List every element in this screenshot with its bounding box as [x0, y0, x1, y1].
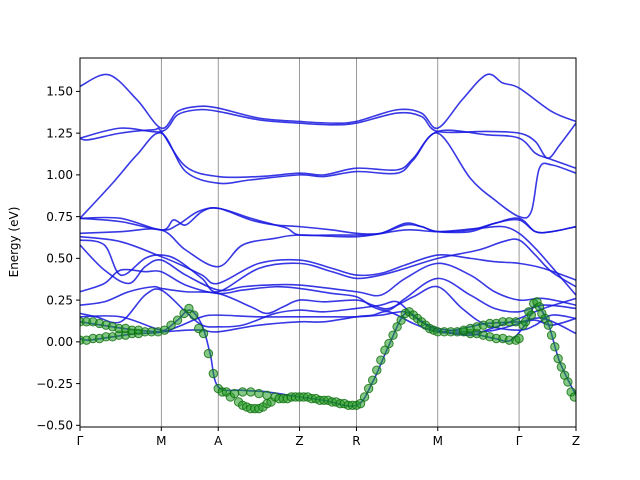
- x-tick-label-1: M: [156, 434, 166, 448]
- x-tick-label-7: Z: [572, 434, 580, 448]
- band-10: [80, 268, 576, 313]
- x-tick-label-5: M: [433, 434, 443, 448]
- band-6: [80, 225, 576, 296]
- high-symmetry-lines: [160, 58, 520, 427]
- projection-point-75: [368, 375, 378, 385]
- projection-point-125: [550, 342, 560, 352]
- projection-point-117: [526, 310, 536, 320]
- y-tick-label-3: 0.25: [46, 293, 73, 307]
- band-7: [80, 235, 576, 285]
- band-3: [80, 132, 576, 219]
- projection-point-127: [556, 362, 567, 372]
- projection-point-23: [159, 325, 170, 335]
- x-tick-label-6: Γ: [516, 434, 523, 448]
- projection-point-126: [553, 353, 563, 364]
- projection-point-73: [359, 392, 370, 402]
- projection-point-45: [254, 388, 264, 399]
- projection-point-124: [546, 330, 557, 340]
- projection-point-115: [520, 317, 531, 327]
- projection-point-77: [376, 355, 386, 365]
- projection-point-30: [198, 328, 209, 339]
- y-tick-label-5: 0.75: [46, 210, 73, 224]
- y-tick-label-4: 0.50: [46, 252, 73, 266]
- projection-point-123: [543, 320, 554, 330]
- band-1: [80, 108, 576, 159]
- projection-point-81: [392, 322, 402, 332]
- y-tick-label-8: 1.50: [46, 85, 73, 99]
- band-0: [80, 73, 576, 130]
- y-axis-title: Energy (eV): [7, 207, 21, 278]
- x-tick-label-0: Γ: [77, 434, 84, 448]
- band-lines: [80, 73, 576, 407]
- plot-frame: [79, 57, 577, 428]
- projection-point-28: [189, 310, 199, 320]
- projection-point-39: [237, 387, 248, 397]
- projection-point-31: [203, 348, 214, 359]
- projection-point-113: [514, 333, 524, 344]
- projection-point-27: [184, 303, 194, 314]
- projection-point-79: [384, 338, 394, 349]
- x-tick-label-4: R: [352, 434, 360, 448]
- projection-point-74: [363, 383, 374, 394]
- band-4: [80, 207, 576, 235]
- projection-point-25: [172, 315, 183, 325]
- y-tick-label-2: 0.00: [46, 335, 73, 349]
- y-tick-label-1: −0.25: [36, 377, 73, 391]
- projection-point-131: [569, 392, 576, 402]
- band-9: [80, 244, 576, 306]
- x-tick-label-2: A: [214, 434, 223, 448]
- projection-markers: [80, 297, 576, 414]
- projection-point-42: [246, 387, 256, 397]
- projection-point-82: [396, 315, 406, 325]
- projection-point-72: [355, 398, 366, 409]
- projection-point-76: [372, 365, 382, 375]
- y-axis-ticks: −0.50 −0.25 0.00 0.25 0.50 0.75 1.00 1.25 1.50: [36, 85, 80, 433]
- projection-point-78: [380, 345, 390, 355]
- x-tick-label-3: Z: [295, 434, 303, 448]
- band-2: [80, 127, 576, 179]
- projection-point-24: [166, 320, 176, 330]
- band-5: [80, 207, 576, 237]
- projection-point-80: [388, 330, 398, 340]
- projection-point-129: [563, 377, 573, 387]
- y-tick-label-6: 1.00: [46, 168, 73, 182]
- projection-point-32: [208, 368, 219, 379]
- y-tick-label-0: −0.50: [36, 419, 73, 433]
- projection-point-37: [229, 388, 240, 399]
- band-8: [80, 238, 576, 293]
- y-tick-label-7: 1.25: [46, 126, 73, 140]
